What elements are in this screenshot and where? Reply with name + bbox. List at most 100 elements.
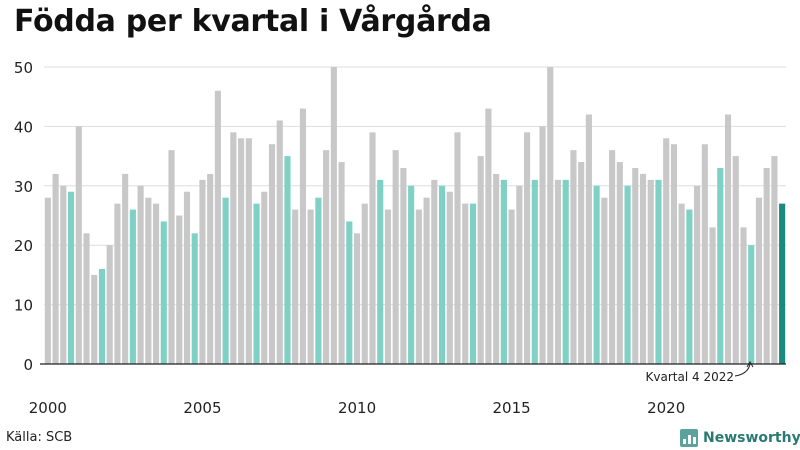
bar [60, 185, 67, 364]
bar [284, 156, 291, 364]
bar [222, 197, 229, 364]
bar [207, 173, 214, 364]
bar [384, 209, 392, 364]
bar [701, 144, 708, 364]
bar [585, 114, 592, 365]
bar [98, 268, 106, 364]
bar [570, 150, 577, 364]
bar [763, 167, 770, 364]
bar [539, 126, 546, 365]
bar [732, 156, 739, 364]
y-tick-label: 30 [14, 178, 33, 196]
bar [106, 245, 113, 364]
x-tick-label: 2000 [29, 399, 67, 417]
y-tick-label: 0 [23, 356, 33, 374]
bar [670, 144, 677, 364]
bar [755, 197, 763, 364]
bar [122, 173, 129, 364]
y-tick-label: 20 [14, 237, 33, 255]
brand-name: Newsworthy [703, 430, 800, 446]
bar [454, 132, 461, 364]
brand: Newsworthy [680, 427, 800, 449]
gridlines [44, 66, 786, 306]
bar [315, 197, 322, 364]
bar [400, 167, 407, 364]
bar [524, 132, 531, 364]
bar [431, 179, 438, 364]
bar [199, 179, 206, 364]
bar [609, 150, 616, 364]
bar [663, 138, 670, 364]
bar [245, 138, 252, 364]
bar [338, 162, 345, 364]
bar [748, 245, 755, 364]
bar [44, 197, 51, 364]
x-tick-label: 2020 [647, 399, 685, 417]
y-axis-ticks: 0 10 20 30 40 50 [14, 59, 33, 374]
bar [446, 191, 453, 364]
bar [392, 150, 399, 364]
x-axis-ticks: 2000 2005 2010 2015 2020 [29, 399, 686, 417]
bar [253, 203, 260, 364]
bar [531, 179, 538, 364]
bar [655, 179, 662, 364]
bar [616, 162, 623, 364]
bar [330, 67, 337, 364]
bar [477, 156, 484, 364]
bar [307, 209, 314, 364]
bar [168, 150, 175, 364]
bar [299, 108, 306, 364]
bar [554, 179, 562, 364]
bar [230, 132, 237, 364]
bar [632, 167, 639, 364]
bar [686, 209, 693, 364]
bar [183, 191, 191, 364]
annotation-label: Kvartal 4 2022 [646, 370, 734, 384]
bar [191, 233, 198, 364]
bar [67, 191, 75, 364]
bar [145, 197, 152, 364]
bar [771, 156, 778, 364]
bar [75, 126, 82, 365]
x-tick-label: 2015 [493, 399, 531, 417]
bar [176, 215, 183, 364]
bar [578, 162, 585, 364]
bar [346, 221, 353, 364]
chart-title: Födda per kvartal i Vårgårda [14, 4, 492, 39]
bar [601, 197, 608, 364]
bar [516, 185, 523, 364]
bar [639, 173, 647, 364]
bar [323, 150, 330, 364]
bar [709, 227, 716, 364]
bar [377, 179, 384, 364]
bar [129, 209, 136, 364]
bar [438, 185, 446, 364]
source-note: Källa: SCB [6, 430, 73, 445]
bar [408, 185, 415, 364]
bar [114, 203, 121, 364]
bar [91, 274, 98, 364]
y-tick-label: 40 [14, 118, 33, 136]
annotation-arrowhead [746, 361, 754, 368]
bar [462, 203, 469, 364]
bar [353, 233, 361, 364]
bar [724, 114, 732, 365]
bar [276, 120, 283, 365]
bar [415, 209, 422, 364]
bar [469, 203, 477, 364]
bar [508, 209, 515, 364]
bar [160, 221, 167, 364]
bar [214, 90, 221, 364]
bar [423, 197, 430, 364]
bar [485, 108, 492, 364]
y-tick-label: 10 [14, 297, 33, 315]
bar [292, 209, 299, 364]
bar [238, 138, 245, 364]
bar [647, 179, 654, 364]
bar [624, 185, 631, 364]
bar [500, 179, 507, 364]
annotation: Kvartal 4 2022 [646, 361, 754, 384]
bar [717, 167, 724, 364]
annotation-arrow [734, 363, 751, 377]
